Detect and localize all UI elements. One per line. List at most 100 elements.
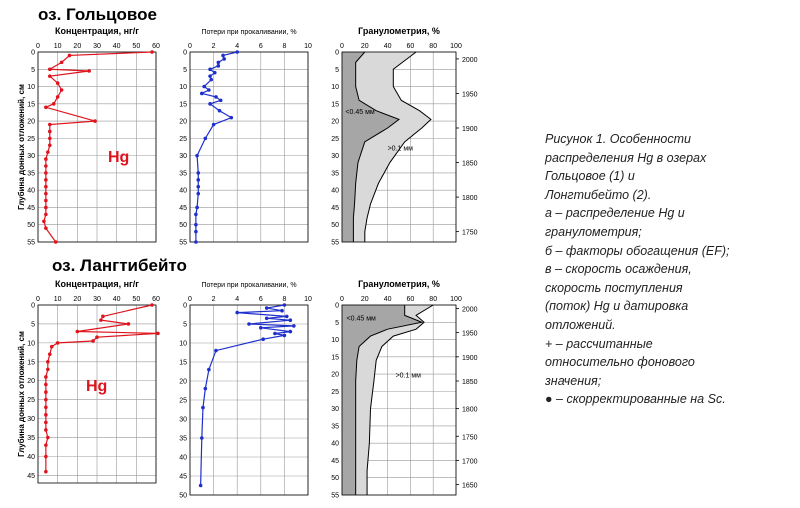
data-point xyxy=(280,308,284,313)
grain-line-1 xyxy=(352,51,401,242)
data-point xyxy=(44,184,48,189)
y-tick-label: 30 xyxy=(331,406,339,413)
y-tick-label: 45 xyxy=(331,205,339,212)
grain-line-1 xyxy=(355,305,424,495)
data-point xyxy=(101,314,105,319)
data-point xyxy=(261,337,265,342)
y-tick-label: 10 xyxy=(331,84,339,91)
y-tick-label: 50 xyxy=(331,475,339,482)
x-tick-label: 40 xyxy=(113,296,121,303)
caption-line: (поток) Hg и датировка xyxy=(545,299,689,314)
data-point xyxy=(99,318,103,322)
panel-frame xyxy=(37,51,157,243)
data-point xyxy=(282,303,287,307)
x-tick-label: 20 xyxy=(73,43,81,50)
data-point xyxy=(198,483,203,488)
y-tick-label: 25 xyxy=(331,389,339,396)
x-tick-label: 20 xyxy=(361,296,369,303)
y-axis-label: Глубина донных отложений, см xyxy=(17,84,26,210)
y-tick-label: 50 xyxy=(179,222,187,229)
data-point xyxy=(156,331,160,336)
y-tick-label: 10 xyxy=(27,84,35,91)
series-line xyxy=(200,304,294,486)
y-tick-label: 45 xyxy=(331,458,339,465)
data-point xyxy=(55,341,60,345)
data-point xyxy=(273,331,277,336)
x-tick-label: 40 xyxy=(113,43,121,50)
data-point xyxy=(51,102,56,106)
data-point xyxy=(208,74,212,78)
x-tick-label: 4 xyxy=(235,43,239,50)
date-label: 1950 xyxy=(462,91,478,98)
data-point xyxy=(44,405,48,410)
data-point xyxy=(208,67,212,72)
date-label: 2000 xyxy=(462,57,478,64)
x-tick-label: 10 xyxy=(304,43,312,50)
y-tick-label: 45 xyxy=(27,205,35,212)
data-point xyxy=(235,50,239,54)
x-tick-label: 4 xyxy=(235,296,239,303)
y-tick-label: 0 xyxy=(335,50,339,57)
y-tick-label: 5 xyxy=(183,322,187,329)
panel-frame xyxy=(341,304,457,496)
y-tick-label: 0 xyxy=(183,50,187,57)
y-tick-label: 40 xyxy=(27,188,35,195)
data-point xyxy=(196,191,201,196)
y-tick-label: 20 xyxy=(27,378,35,385)
data-point xyxy=(196,184,201,189)
panel-frame xyxy=(37,304,157,484)
data-point xyxy=(44,171,48,175)
data-point xyxy=(196,171,201,175)
caption-line: относительно фонового xyxy=(545,355,695,370)
data-point xyxy=(44,390,48,394)
data-point xyxy=(44,443,48,447)
y-tick-label: 20 xyxy=(179,379,187,386)
date-label: 2000 xyxy=(462,306,478,313)
data-point xyxy=(46,435,50,440)
data-point xyxy=(91,339,95,343)
x-tick-label: 40 xyxy=(384,43,392,50)
data-point xyxy=(201,405,205,410)
date-label: 1650 xyxy=(462,483,478,490)
grain-annotation: >0.1 мм xyxy=(396,373,422,380)
data-point xyxy=(44,205,48,210)
y-tick-label: 40 xyxy=(179,188,187,195)
x-tick-label: 60 xyxy=(407,43,415,50)
x-tick-label: 50 xyxy=(132,296,140,303)
data-point xyxy=(48,122,52,127)
data-point xyxy=(217,108,222,113)
data-point xyxy=(59,88,64,92)
x-tick-label: 60 xyxy=(152,43,160,50)
x-tick-label: 20 xyxy=(361,43,369,50)
y-tick-label: 35 xyxy=(331,423,339,430)
y-tick-label: 35 xyxy=(27,170,35,177)
caption-line: б – факторы обогащения (EF); xyxy=(545,243,730,258)
caption-line: + – рассчитанные xyxy=(545,336,653,351)
x-tick-label: 40 xyxy=(384,296,392,303)
data-point xyxy=(87,69,91,73)
x-tick-label: 8 xyxy=(282,296,286,303)
data-point xyxy=(194,229,198,234)
x-tick-label: 0 xyxy=(188,43,192,50)
date-label: 1900 xyxy=(462,355,478,362)
grain-area-fine xyxy=(342,52,431,242)
panel-2: Потери при прокаливании, % 0 2 4 6 8 10 0 5 10 15 2… xyxy=(179,29,312,247)
y-tick-label: 35 xyxy=(179,436,187,443)
data-point xyxy=(194,240,198,244)
y-tick-label: 15 xyxy=(27,101,35,108)
y-tick-label: 20 xyxy=(179,119,187,126)
lake-title: оз. Лангтибейто xyxy=(52,256,187,275)
data-point xyxy=(216,60,221,65)
y-tick-label: 15 xyxy=(331,354,339,361)
y-tick-label: 10 xyxy=(331,337,339,344)
x-tick-label: 0 xyxy=(36,296,40,303)
caption-line: в – скорость осаждения, xyxy=(545,262,692,277)
data-point xyxy=(44,105,48,110)
data-point xyxy=(229,115,234,120)
y-tick-label: 15 xyxy=(331,101,339,108)
element-label: Hg xyxy=(108,149,129,166)
data-point xyxy=(46,367,50,372)
x-tick-label: 10 xyxy=(54,296,62,303)
data-point xyxy=(222,57,227,61)
data-point xyxy=(49,344,54,349)
